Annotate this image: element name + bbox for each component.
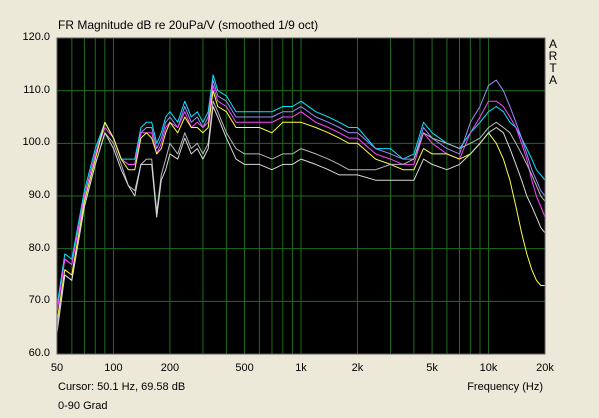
x-tick-label: 2k [351, 362, 364, 374]
y-tick-label: 100.0 [22, 136, 50, 149]
y-tick-label: 80.0 [28, 241, 50, 254]
y-tick-label: 70.0 [28, 294, 50, 307]
brand-letter: R [548, 49, 558, 63]
response-curve [56, 106, 546, 333]
x-tick-label: 100 [104, 362, 123, 374]
cursor-readout: Cursor: 50.1 Hz, 69.58 dB [58, 381, 186, 393]
x-tick-label: 20k [536, 362, 554, 374]
y-tick-label: 120.0 [22, 31, 50, 43]
y-tick-label: 60.0 [28, 347, 50, 359]
brand-letter: A [548, 37, 557, 51]
x-tick-label: 200 [160, 362, 180, 374]
response-curve [56, 84, 546, 312]
chart-title: FR Magnitude dB re 20uPa/V (smoothed 1/9… [58, 18, 319, 32]
plot-border [56, 37, 546, 355]
response-curve [56, 74, 546, 307]
x-tick-label: 10k [479, 362, 498, 374]
brand-letter: A [548, 73, 557, 87]
x-tick-label: 5k [426, 362, 438, 374]
angle-range-label: 0-90 Grad [58, 400, 108, 412]
brand-letter: T [549, 61, 557, 75]
response-curve [56, 90, 545, 323]
x-tick-label: 500 [235, 362, 254, 374]
x-tick-label: 1k [295, 362, 307, 374]
x-axis-label: Frequency (Hz) [467, 381, 543, 393]
y-tick-label: 90.0 [28, 189, 50, 201]
arta-brand-label: A R T A [548, 38, 558, 86]
x-tick-label: 50 [50, 362, 64, 374]
y-tick-label: 110.0 [23, 83, 50, 96]
